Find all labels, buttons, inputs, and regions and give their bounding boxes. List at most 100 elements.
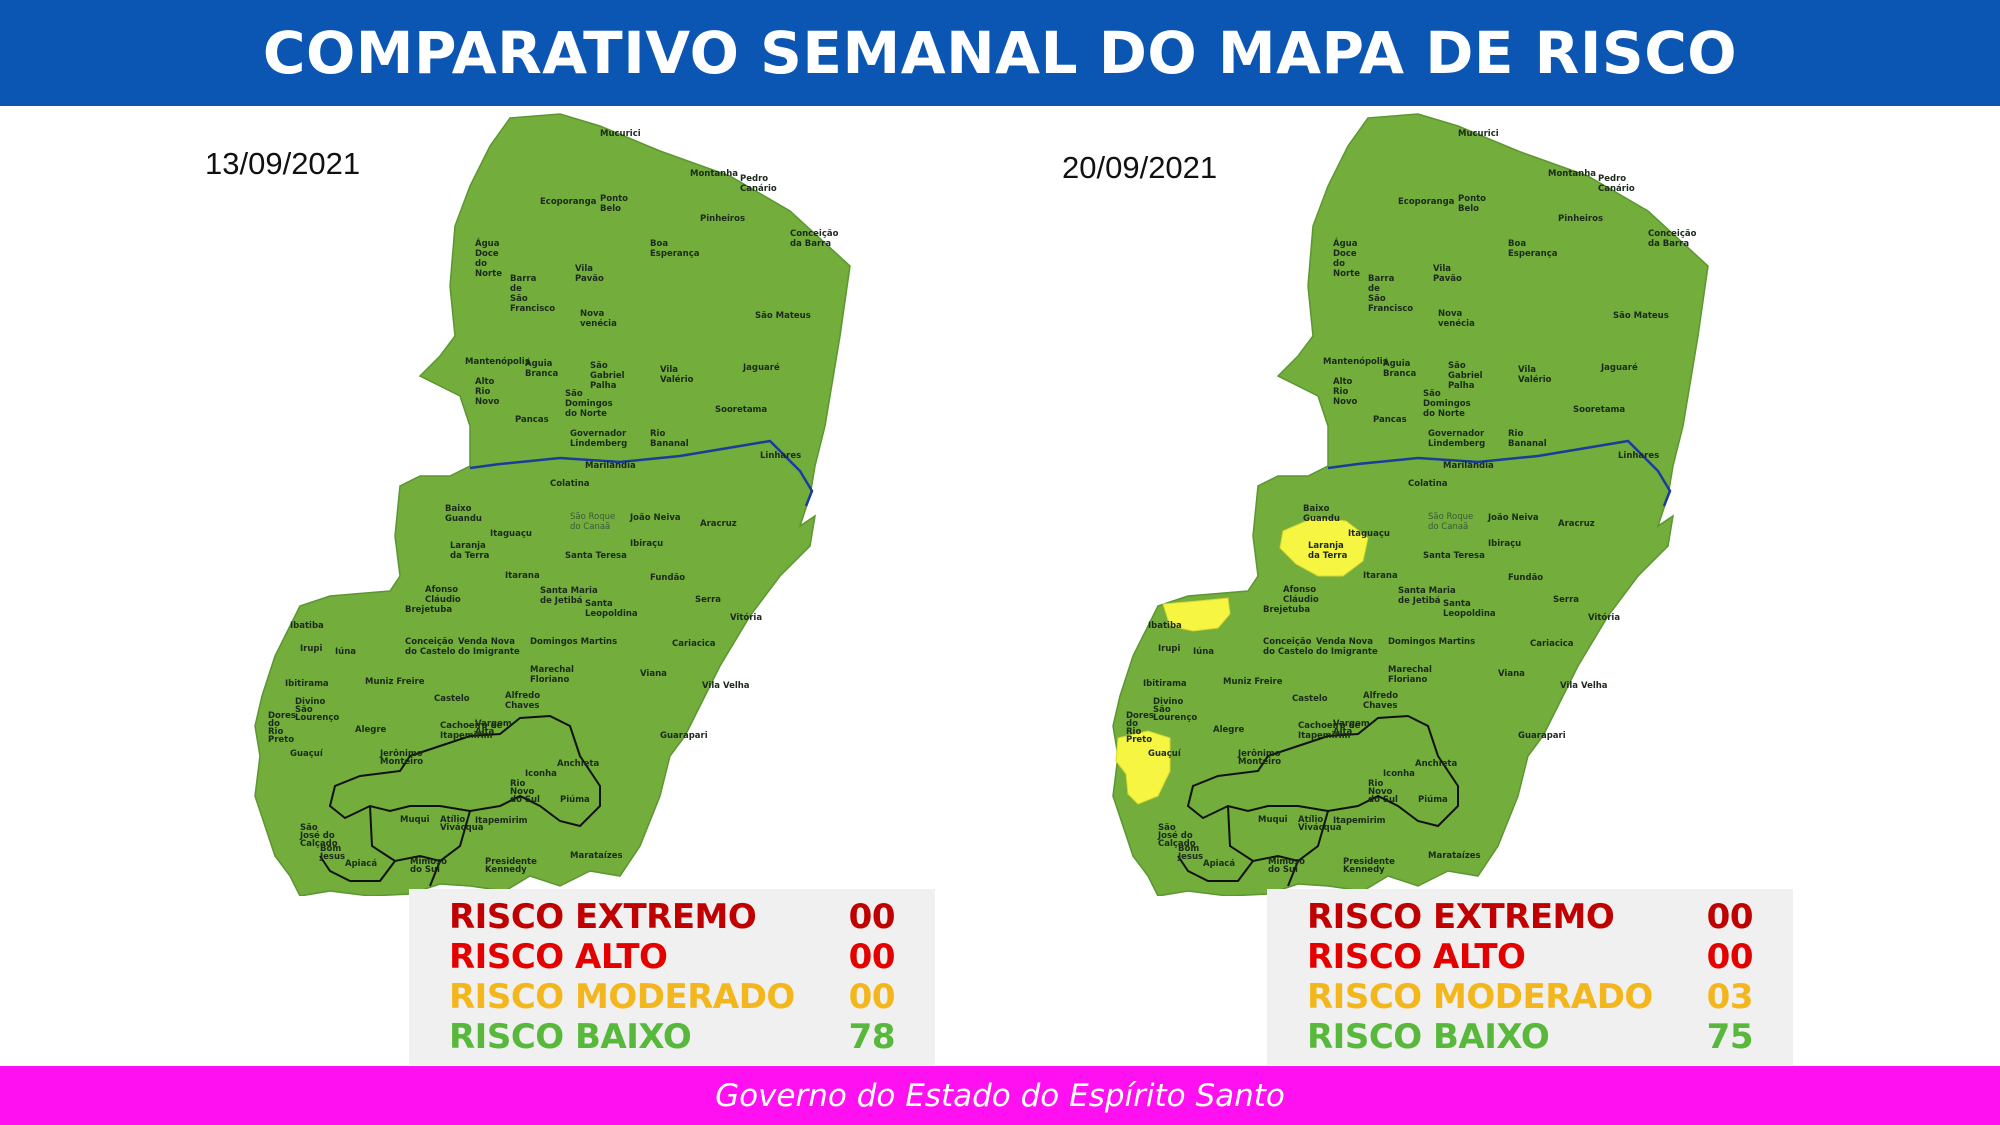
town-label: Guarapari (660, 731, 708, 741)
town-label: do Sul (1268, 865, 1298, 875)
town-label: Muniz Freire (1223, 677, 1283, 687)
town-label: Pavão (1433, 274, 1462, 284)
town-label: Marechal (1388, 665, 1432, 675)
town-label: Viana (640, 669, 667, 679)
town-label: do Canaã (570, 522, 610, 532)
town-label: Fundão (650, 573, 685, 583)
town-label: Pavão (575, 274, 604, 284)
town-label: Marataízes (1428, 851, 1481, 861)
town-label: Brejetuba (405, 605, 452, 615)
town-label: Iúna (335, 647, 356, 657)
town-label: Valério (660, 374, 694, 385)
town-label: São Mateus (755, 311, 811, 321)
town-label: Mimoso (1268, 857, 1305, 867)
town-label: Lindemberg (1428, 439, 1485, 449)
town-label: Vila (1433, 264, 1451, 274)
town-label: de Jetibá (1398, 596, 1441, 606)
town-label: Esperança (650, 249, 700, 259)
town-label: Cachoeiro de (1298, 721, 1361, 731)
town-label: Rio (268, 727, 283, 737)
town-label: Fundão (1508, 573, 1543, 583)
town-label: Pinheiros (700, 214, 745, 224)
town-label: São (1153, 705, 1171, 715)
town-label: Gabriel (590, 371, 625, 381)
town-label: Itaguaçu (1348, 529, 1390, 539)
town-label: Cachoeiro de (440, 721, 503, 731)
town-label: Floriano (530, 675, 569, 685)
moderate-risk-region (1162, 597, 1231, 632)
risk-legend: RISCO EXTREMO 00 RISCO ALTO 00 RISCO MOD… (409, 889, 935, 1065)
town-label: Jerônimo (379, 748, 423, 759)
town-label: do Castelo (1263, 647, 1314, 657)
town-label: do Sul (510, 795, 540, 805)
town-label: Muniz Freire (365, 677, 425, 687)
town-label: Jesus (1177, 852, 1203, 862)
town-label: Vitória (730, 612, 762, 623)
town-label: Ibiraçu (630, 539, 663, 549)
legend-count: 00 (848, 937, 896, 977)
town-label: Preto (1126, 735, 1152, 745)
town-label: São (1448, 361, 1466, 371)
town-label: Mucurici (600, 129, 641, 139)
town-label: Brejetuba (1263, 605, 1310, 615)
town-label: Iconha (525, 769, 557, 779)
town-label: Domingos (565, 399, 613, 409)
town-label: Castelo (434, 694, 470, 704)
town-label: Linhares (1618, 451, 1659, 461)
town-label: de (510, 284, 522, 294)
town-label: do Norte (565, 409, 607, 419)
town-label: Águia (1383, 357, 1411, 369)
town-label: Vila Velha (702, 681, 750, 691)
town-label: Bom (320, 844, 341, 854)
town-label: Alto (475, 377, 495, 387)
town-label: Venda Nova (458, 637, 515, 647)
town-label: Colatina (550, 479, 590, 489)
town-label: Canário (1598, 184, 1635, 194)
town-label: Lindemberg (570, 439, 627, 449)
town-label: São (510, 294, 528, 304)
town-label: Linhares (760, 451, 801, 461)
legend-row-extremo: RISCO EXTREMO 00 (1267, 897, 1793, 937)
town-label: Leopoldina (1443, 609, 1496, 619)
town-label: Conceição (1263, 637, 1312, 647)
town-label: Kennedy (1343, 865, 1385, 875)
town-label: José do (1157, 830, 1193, 841)
town-label: Guandu (1303, 514, 1340, 524)
town-label: Pedro (1598, 174, 1626, 184)
regional-boundary (319, 714, 601, 887)
town-label: Palha (1448, 381, 1475, 391)
town-label: do (475, 259, 487, 269)
legend-row-alto: RISCO ALTO 00 (409, 937, 935, 977)
town-label: venécia (1438, 318, 1475, 329)
town-label: do Sul (410, 865, 440, 875)
town-label: Belo (1458, 204, 1479, 214)
town-label: Doce (1333, 249, 1357, 259)
town-label: José do (299, 830, 335, 841)
town-label: Cariacica (1530, 639, 1574, 649)
town-label: Santa Teresa (1423, 551, 1485, 561)
town-label: do Sul (1368, 795, 1398, 805)
town-label: Cláudio (425, 595, 461, 605)
town-label: Muqui (1258, 815, 1288, 825)
town-label: São (295, 705, 313, 715)
town-label: Chaves (505, 701, 539, 711)
town-label: Cariacica (672, 639, 716, 649)
town-label: Iconha (1383, 769, 1415, 779)
town-label: Ponto (1458, 194, 1486, 204)
town-label: Marilândia (1443, 461, 1494, 471)
town-label: Santa (1443, 599, 1471, 609)
town-label: Rio (510, 779, 525, 789)
town-label: Conceição (790, 229, 839, 239)
town-label: Águia (525, 357, 553, 369)
town-label: Doce (475, 249, 499, 259)
town-label: Boa (650, 239, 668, 249)
town-label: Montanha (690, 169, 738, 179)
legend-row-baixo: RISCO BAIXO 78 (409, 1017, 935, 1057)
town-label: Guarapari (1518, 731, 1566, 741)
town-label: Novo (510, 787, 534, 797)
town-label: Palha (590, 381, 617, 391)
town-label: Piúma (560, 795, 590, 805)
town-label: Nova (1438, 309, 1462, 319)
town-label: Ibatiba (1148, 621, 1182, 631)
town-label: Santa Maria (1398, 586, 1456, 596)
